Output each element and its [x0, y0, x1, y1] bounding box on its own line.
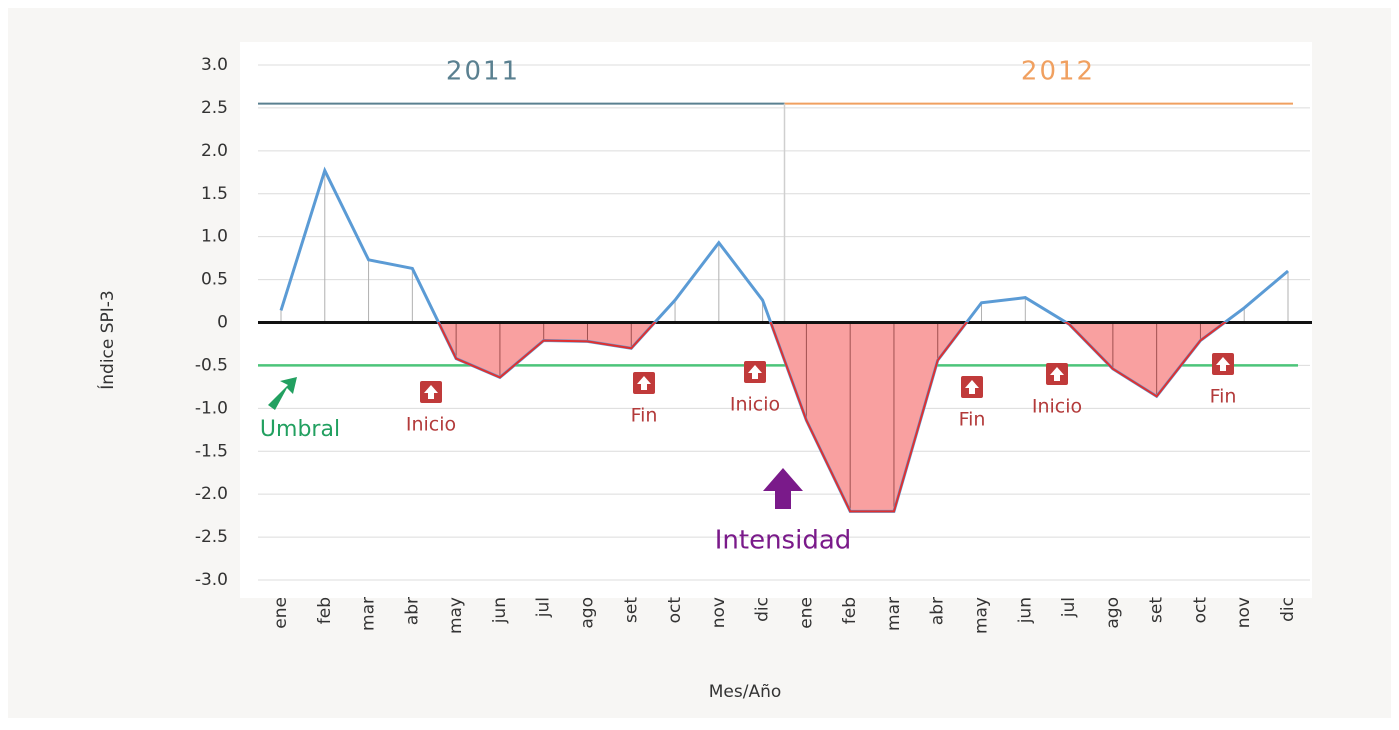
- annotation: Umbral: [260, 417, 340, 442]
- annotation: Intensidad: [715, 526, 852, 556]
- x-tick-label: jul: [534, 597, 554, 618]
- y-tick-label: 1.0: [201, 227, 228, 247]
- y-tick-label: 0: [217, 313, 228, 333]
- x-tick-label: ago: [577, 597, 597, 629]
- series-line-negative: [437, 322, 1227, 513]
- y-tick-label: -2.5: [195, 527, 228, 547]
- x-tick-label: mar: [359, 597, 379, 631]
- annotation: Inicio: [730, 394, 780, 416]
- x-tick-label: dic: [1278, 597, 1298, 622]
- year-label: 2012: [1021, 57, 1095, 87]
- y-tick-label: -1.0: [195, 398, 228, 418]
- y-tick-label: 0.5: [201, 270, 228, 290]
- intensity-arrow: [763, 468, 803, 509]
- umbral-arrow: [268, 377, 297, 410]
- annotation: Fin: [1210, 386, 1237, 408]
- marker-arrow: [748, 365, 762, 379]
- y-tick-label: -0.5: [195, 355, 228, 375]
- annotation: Inicio: [1032, 396, 1082, 418]
- y-tick-label: 3.0: [201, 55, 228, 75]
- y-tick-label: -3.0: [195, 570, 228, 590]
- x-tick-label: ene: [796, 597, 816, 629]
- x-tick-label: abr: [928, 597, 948, 625]
- y-tick-label: 1.5: [201, 184, 228, 204]
- x-tick-label: jun: [1015, 597, 1035, 624]
- y-tick-label: 2.0: [201, 141, 228, 161]
- x-tick-label: may: [972, 597, 992, 634]
- x-tick-label: ene: [271, 597, 291, 629]
- x-tick-label: may: [446, 597, 466, 634]
- marker-arrow: [965, 380, 979, 394]
- x-tick-label: mar: [884, 597, 904, 631]
- marker-arrow: [424, 385, 438, 399]
- annotation: Inicio: [406, 414, 456, 436]
- marker-arrow: [637, 376, 651, 390]
- y-axis-label: Índice SPI-3: [96, 290, 118, 390]
- x-tick-label: jul: [1059, 597, 1079, 618]
- x-tick-label: oct: [1190, 597, 1210, 624]
- x-tick-label: jun: [490, 597, 510, 624]
- x-tick-label: set: [621, 597, 641, 623]
- x-tick-label: ago: [1103, 597, 1123, 629]
- x-tick-label: nov: [1234, 597, 1254, 628]
- x-tick-label: abr: [402, 597, 422, 625]
- annotation: Fin: [631, 405, 658, 427]
- x-axis-label: Mes/Año: [709, 682, 782, 702]
- y-tick-label: -2.0: [195, 484, 228, 504]
- y-tick-label: 2.5: [201, 98, 228, 118]
- marker-arrow: [1050, 367, 1064, 381]
- x-tick-label: oct: [665, 597, 685, 624]
- x-tick-label: nov: [709, 597, 729, 628]
- year-label: 2011: [446, 57, 520, 87]
- y-tick-label: -1.5: [195, 441, 228, 461]
- x-tick-label: dic: [753, 597, 773, 622]
- x-tick-label: feb: [315, 597, 335, 624]
- x-tick-label: set: [1147, 597, 1167, 623]
- annotation: Fin: [959, 409, 986, 431]
- plot-area: [240, 42, 1312, 598]
- x-tick-label: feb: [840, 597, 860, 624]
- marker-arrow: [1216, 357, 1230, 371]
